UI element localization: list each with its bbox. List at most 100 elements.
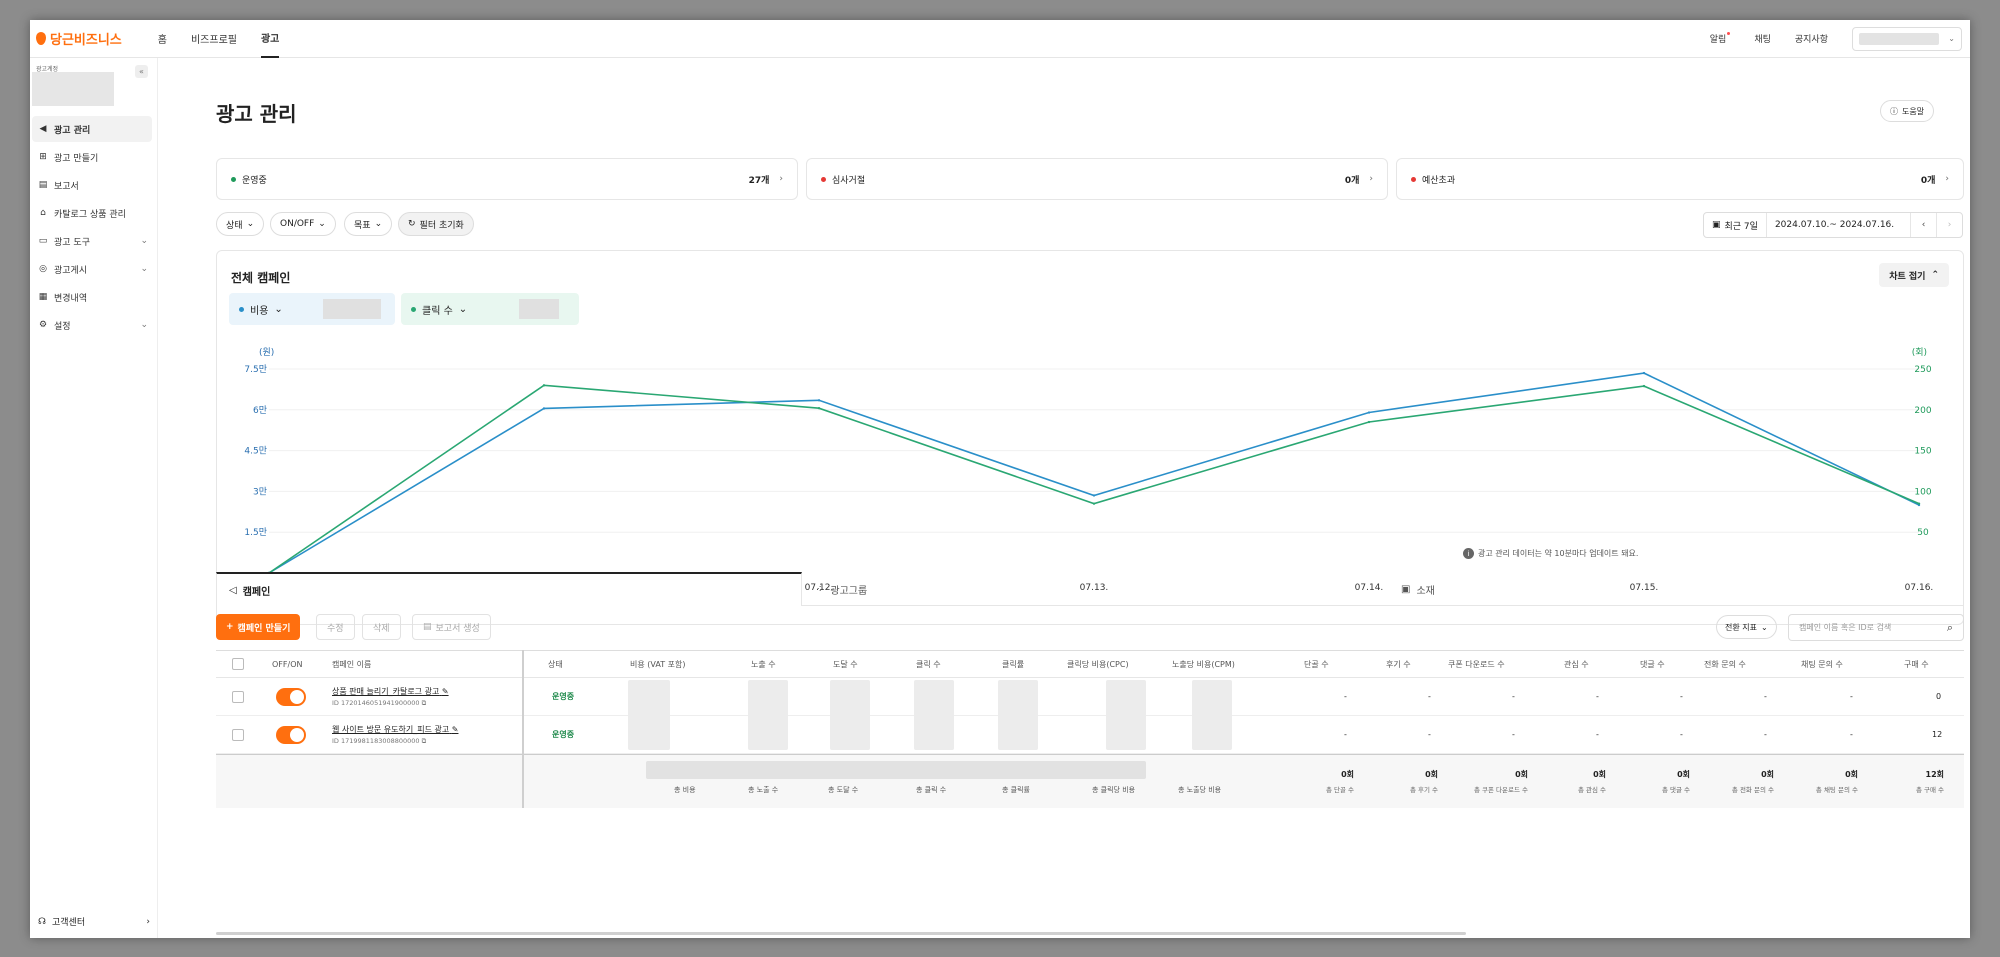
campaign-name-link[interactable]: 상품 판매 늘리기_카탈로그 광고 ✎ <box>332 686 449 696</box>
account-selector[interactable]: ⌄ <box>1852 26 1962 51</box>
total-cpc-label: 총 클릭당 비용 <box>1092 786 1136 794</box>
point-cost <box>542 407 546 410</box>
metric-value-redacted <box>519 299 560 319</box>
filter-status[interactable]: 상태 ⌄ <box>216 212 265 236</box>
copy-icon[interactable]: ⧉ <box>421 698 427 707</box>
tab-adgroup[interactable]: ⁘ 광고그룹 <box>816 583 868 597</box>
total-cost-label: 총 비용 <box>674 786 696 794</box>
filter-reset-button[interactable]: ↻ 필터 초기화 <box>398 212 474 236</box>
col-onoff: OFF/ON <box>272 659 303 669</box>
sidebar-item-ad-create[interactable]: ⊞ 광고 만들기 <box>39 152 99 164</box>
sidebar-item-post[interactable]: ◎ 광고게시 ⌄ <box>39 264 148 276</box>
date-prev-button[interactable]: ‹ <box>1910 213 1936 237</box>
col-status: 상태 <box>548 659 563 669</box>
frozen-column-divider <box>522 650 524 808</box>
calls-value: - <box>1764 692 1767 701</box>
account-avatar-redacted <box>32 72 114 106</box>
regulars-value: - <box>1344 692 1347 701</box>
sidebar-item-report[interactable]: ▤ 보고서 <box>38 180 79 192</box>
chevron-down-icon: ⌄ <box>458 303 468 315</box>
filter-onoff[interactable]: ON/OFF ⌄ <box>270 212 336 236</box>
sidebar-collapse-button[interactable]: « <box>135 65 148 78</box>
date-range-text: 2024.07.10.~ 2024.07.16. <box>1774 220 1895 230</box>
y-right-tick: 200 <box>1914 406 1931 416</box>
help-button[interactable]: ⓘ 도움말 <box>1880 100 1935 122</box>
y-right-tick: 50 <box>1917 528 1929 538</box>
metric-selector-clicks[interactable]: 클릭 수 ⌄ <box>401 293 579 325</box>
search-icon: ⌕ <box>1946 620 1953 634</box>
point-clicks <box>1092 502 1096 505</box>
history-icon: ▦ <box>38 292 48 302</box>
sidebar-item-ad-manage[interactable]: ◀ 광고 관리 <box>32 116 152 142</box>
update-notice: i 광고 관리 데이터는 약 10분마다 업데이트 돼요. <box>1463 548 1638 559</box>
total-reach-label: 총 도달 수 <box>828 786 859 794</box>
table-row[interactable]: 웹 사이트 방문 유도하기_피드 광고 ✎ ID 171998118300880… <box>216 716 1964 754</box>
campaign-name-link[interactable]: 웹 사이트 방문 유도하기_피드 광고 ✎ <box>332 724 459 734</box>
campaign-search-input[interactable]: 캠페인 이름 혹은 ID로 검색 ⌕ <box>1788 614 1964 641</box>
total-cpm-label: 총 노출당 비용 <box>1178 786 1222 794</box>
line-chart: (원) (회) 1.5만 3만 4.5만 6만 7.5만 50 100 150 200 250 07.1… <box>244 347 1933 593</box>
y-left-tick: 4.5만 <box>244 446 267 457</box>
chart-fold-button[interactable]: 차트 접기 ⌃ <box>1879 263 1949 287</box>
create-report-button[interactable]: ▤ 보고서 생성 <box>412 614 491 640</box>
nav-ads[interactable]: 광고 <box>260 20 280 58</box>
filter-goal[interactable]: 목표 ⌄ <box>344 212 393 236</box>
onoff-toggle[interactable] <box>276 678 306 715</box>
point-cost <box>1092 494 1096 497</box>
col-ctr: 클릭률 <box>1002 659 1025 669</box>
row-checkbox[interactable] <box>232 678 244 715</box>
onoff-toggle[interactable] <box>276 716 306 753</box>
series-dot <box>239 306 244 312</box>
sidebar-item-history[interactable]: ▦ 변경내역 <box>38 292 88 304</box>
horizontal-scrollbar[interactable] <box>216 932 1466 935</box>
chevron-down-icon: ⌄ <box>140 320 148 330</box>
tab-creative[interactable]: ▣ 소재 <box>1401 583 1435 597</box>
y-right-unit: (회) <box>1912 347 1927 358</box>
select-all-checkbox[interactable] <box>232 651 244 677</box>
grid-icon: ⁘ <box>816 583 825 595</box>
sidebar-item-catalog[interactable]: ⌂ 카탈로그 상품 관리 <box>32 200 152 226</box>
y-left-tick: 6만 <box>253 405 267 416</box>
customer-center-link[interactable]: ☊ 고객센터 › <box>38 916 150 929</box>
brand-logo[interactable]: 당근비즈니스 <box>36 29 122 48</box>
y-left-unit: (원) <box>259 347 274 358</box>
total-chats: 0회 총 채팅 문의 수 <box>1815 770 1858 794</box>
cpm-values-redacted <box>1192 680 1232 750</box>
bag-icon: ⌂ <box>40 208 46 218</box>
nav-home[interactable]: 홈 <box>157 35 167 46</box>
sidebar-item-settings[interactable]: ⚙ 설정 ⌄ <box>38 320 148 332</box>
y-left-tick: 7.5만 <box>244 364 267 375</box>
total-reviews: 0회 총 후기 수 <box>1409 770 1438 794</box>
date-next-button[interactable]: › <box>1936 213 1962 237</box>
total-purchases: 12회 총 구매 수 <box>1915 770 1944 794</box>
total-ctr-label: 총 클릭률 <box>1002 786 1030 794</box>
tab-campaign[interactable]: ◁ 캠페인 <box>216 572 802 606</box>
copy-icon[interactable]: ⧉ <box>421 736 427 745</box>
nav-bizprofile[interactable]: 비즈프로필 <box>190 35 237 46</box>
total-comments: 0회 총 댓글 수 <box>1661 770 1690 794</box>
date-preset[interactable]: ▣ 최근 7일 <box>1704 213 1767 237</box>
col-clicks: 클릭 수 <box>916 659 941 669</box>
notice-link[interactable]: 공지사항 <box>1794 35 1828 45</box>
row-checkbox[interactable] <box>232 716 244 753</box>
col-purchases: 구매 수 <box>1904 659 1929 669</box>
col-reviews: 후기 수 <box>1386 659 1411 669</box>
conversion-metric-selector[interactable]: 전환 지표 ⌄ <box>1716 615 1777 639</box>
sidebar-item-tools[interactable]: ▭ 광고 도구 ⌄ <box>38 236 148 248</box>
table-row[interactable]: 상품 판매 늘리기_카탈로그 광고 ✎ ID 17201460519419000… <box>216 678 1964 716</box>
edit-button[interactable]: 수정 <box>316 614 355 640</box>
chat-link[interactable]: 채팅 <box>1754 35 1771 45</box>
create-campaign-button[interactable]: + 캠페인 만들기 <box>216 614 301 640</box>
date-range-picker[interactable]: ▣ 최근 7일 2024.07.10.~ 2024.07.16. ‹ › <box>1703 212 1963 238</box>
delete-button[interactable]: 삭제 <box>362 614 401 640</box>
edit-pencil-icon[interactable]: ✎ <box>441 686 449 696</box>
metric-selector-cost[interactable]: 비용 ⌄ <box>229 293 395 325</box>
chart-card: 전체 캠페인 차트 접기 ⌃ 비용 ⌄ 클릭 수 ⌄ (원) (회) 1.5만 3만 4.… <box>216 250 1964 625</box>
stat-card-rejected[interactable]: 심사거절 0개 › <box>806 158 1388 200</box>
cpc-values-redacted <box>1106 680 1146 750</box>
edit-pencil-icon[interactable]: ✎ <box>451 724 459 734</box>
y-right-tick: 150 <box>1914 447 1931 457</box>
stat-card-over-budget[interactable]: 예산초과 0개 › <box>1396 158 1964 200</box>
stat-card-running[interactable]: 운영중 27개 › <box>216 158 798 200</box>
notification-link[interactable]: 알림 <box>1710 32 1731 45</box>
